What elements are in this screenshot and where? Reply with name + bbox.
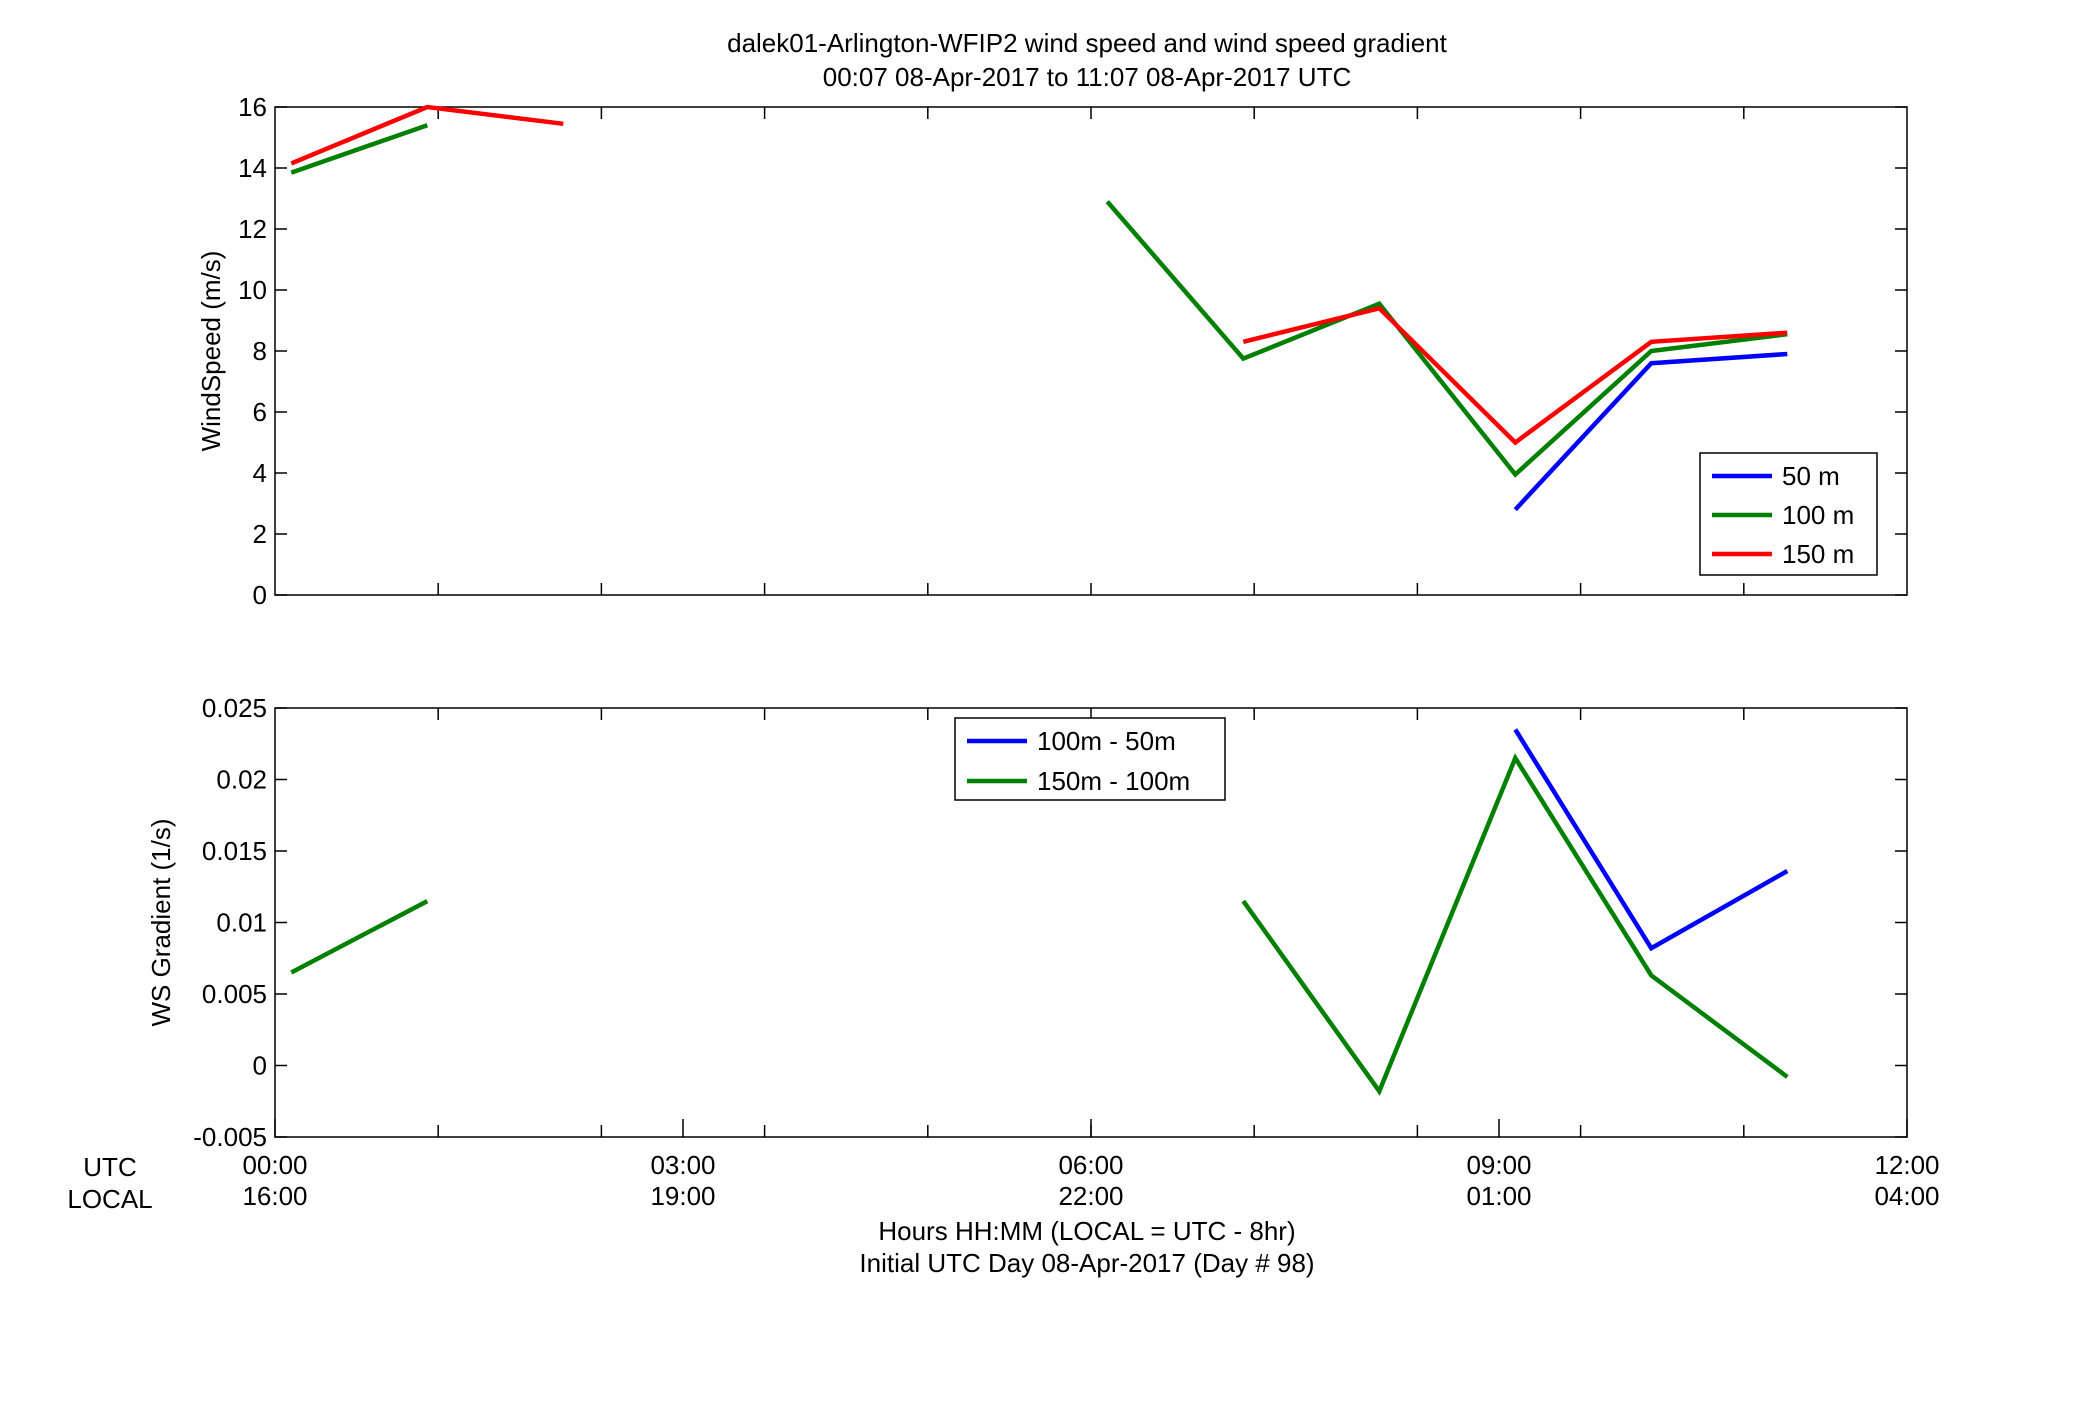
y-tick-label: 12 [238, 214, 267, 244]
x-tick-label-utc: 06:00 [1058, 1150, 1123, 1180]
y-tick-label: 0.025 [202, 693, 267, 723]
chart-title-line2: 00:07 08-Apr-2017 to 11:07 08-Apr-2017 U… [823, 62, 1352, 92]
x-tick-label-local: 22:00 [1058, 1181, 1123, 1211]
y-axis-label: WS Gradient (1/s) [146, 818, 176, 1026]
y-tick-label: 0.015 [202, 836, 267, 866]
series-line [290, 104, 564, 166]
y-tick-label: 0.02 [216, 765, 267, 795]
x-tick-labels-local: 16:00 19:00 22:00 01:00 04:00 [242, 1181, 1939, 1211]
y-tick-label: 2 [253, 519, 267, 549]
legend-label: 150 m [1782, 539, 1854, 569]
legend-label: 100m - 50m [1037, 726, 1176, 756]
x-tick-label-utc: 09:00 [1466, 1150, 1531, 1180]
y-tick-label: 0.01 [216, 908, 267, 938]
utc-row-label: UTC [83, 1152, 136, 1182]
y-tick-label: 6 [253, 397, 267, 427]
series-line [1242, 305, 1788, 446]
series-line [1513, 351, 1788, 512]
x-tick-label-utc: 12:00 [1874, 1150, 1939, 1180]
y-tick-label: -0.005 [193, 1122, 267, 1152]
chart-title-line1: dalek01-Arlington-WFIP2 wind speed and w… [727, 28, 1448, 58]
x-tick-label-local: 04:00 [1874, 1181, 1939, 1211]
y-tick-label: 4 [253, 458, 267, 488]
x-axis-label-line1: Hours HH:MM (LOCAL = UTC - 8hr) [878, 1216, 1295, 1246]
y-tick-label: 0.005 [202, 979, 267, 1009]
y-tick-label: 0 [253, 580, 267, 610]
windspeed-panel: 0 2 4 6 8 10 12 14 16 WindSpeed (m/s) 50 m 100 m 150… [196, 92, 1908, 610]
x-tick-label-local: 16:00 [242, 1181, 307, 1211]
gradient-panel: -0.005 0 0.005 0.01 0.015 0.02 0.025 WS Gradien… [146, 693, 1908, 1152]
x-axis-label-line2: Initial UTC Day 08-Apr-2017 (Day # 98) [859, 1248, 1314, 1278]
series-line [1513, 728, 1789, 952]
legend-box [954, 717, 1226, 801]
legend-label: 100 m [1782, 500, 1854, 530]
series-line [290, 123, 429, 175]
y-tick-label: 14 [238, 153, 267, 183]
x-tick-label-utc: 03:00 [650, 1150, 715, 1180]
y-tick-label: 8 [253, 336, 267, 366]
x-tick-label-utc: 00:00 [242, 1150, 307, 1180]
legend-label: 150m - 100m [1037, 766, 1190, 796]
series-line [290, 899, 429, 975]
legend-label: 50 m [1782, 461, 1840, 491]
y-tick-label: 16 [238, 92, 267, 122]
series-line [1105, 200, 1788, 478]
x-tick-label-local: 01:00 [1466, 1181, 1531, 1211]
x-tick-labels-utc: 00:00 03:00 06:00 09:00 12:00 [242, 1150, 1939, 1180]
y-tick-label: 10 [238, 275, 267, 305]
series-line [1241, 753, 1789, 1096]
y-axis-label: WindSpeed (m/s) [196, 251, 226, 452]
y-tick-label: 0 [253, 1051, 267, 1081]
x-tick-label-local: 19:00 [650, 1181, 715, 1211]
local-row-label: LOCAL [67, 1184, 152, 1214]
